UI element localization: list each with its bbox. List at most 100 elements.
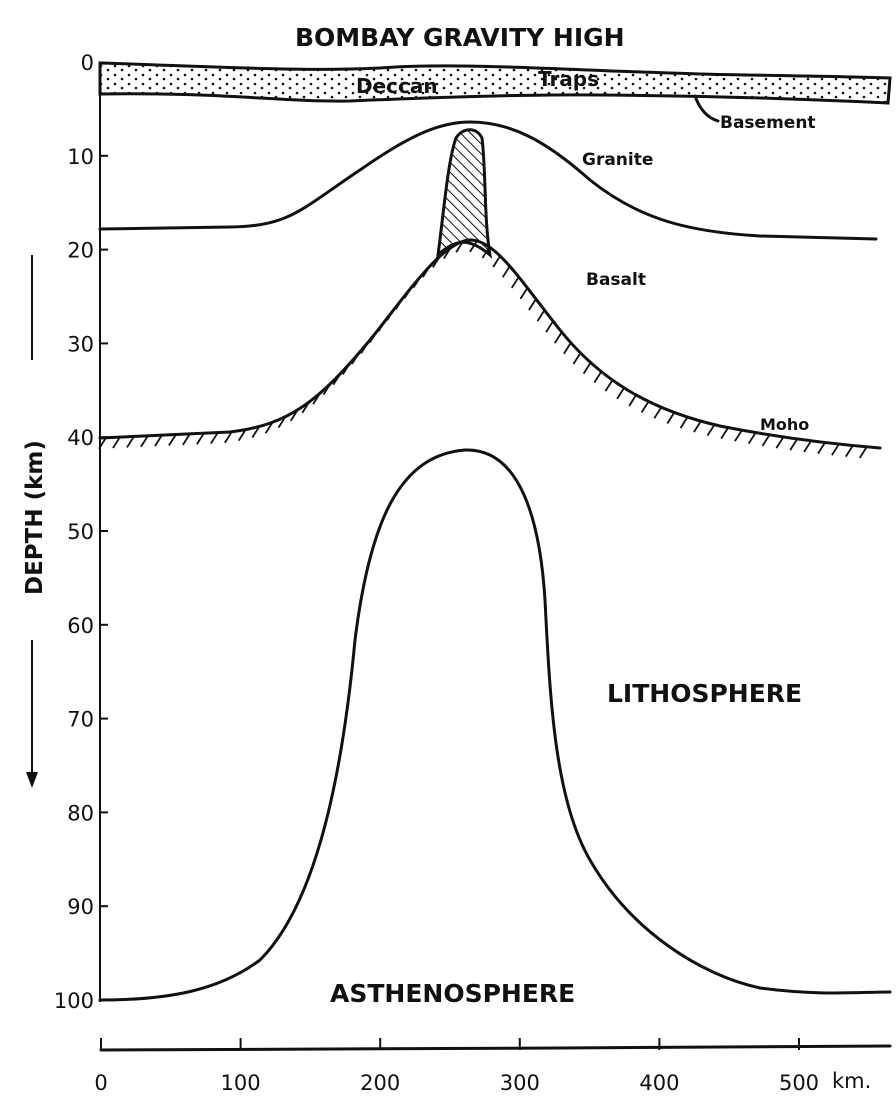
deccan-label: Deccan [356,74,438,98]
y-axis-ticks: 0 10 20 30 40 50 60 70 80 90 100 [54,51,108,1013]
x-tick-label: 300 [500,1071,540,1095]
basalt-label: Basalt [586,270,646,290]
moho-hatch-tick [653,406,663,419]
moho-hatch-tick [342,362,351,375]
moho-hatch-marks [98,240,868,459]
moho-hatch-tick [403,286,413,299]
moho-hatch-tick [360,341,369,354]
moho-hatch-tick [734,429,743,442]
moho-hatch-tick [432,255,441,268]
moho-hatch-tick [224,431,233,444]
moho-hatch-tick [519,287,529,300]
moho-hatch-tick [332,373,342,386]
moho-hatch-tick [706,424,716,437]
moho-hatch-tick [469,240,478,253]
y-tick-label: 10 [67,145,94,169]
moho-hatch-tick [301,401,311,414]
moho-hatch-tick [168,434,177,446]
moho-hatch-tick [553,331,563,344]
moho-hatch-tick [264,421,274,434]
moho-hatch-tick [277,416,287,429]
y-tick-label: 60 [67,614,94,638]
moho-hatch-tick [845,445,854,458]
asthenosphere-label: ASTHENOSPHERE [330,979,575,1008]
moho-hatch-tick [196,432,205,445]
y-tick-label: 90 [67,895,94,919]
moho-hatch-tick [775,436,785,449]
moho-hatch-tick [666,412,676,424]
x-tick-label: 200 [360,1071,400,1095]
moho-hatch-tick [831,443,840,456]
deccan-traps-layer [98,61,892,105]
moho-hatch-tick [563,342,572,355]
moho-hatch-tick [351,352,360,365]
moho-hatch-tick [803,440,812,453]
moho-hatch-tick [628,394,637,407]
x-tick-label: 0 [94,1071,107,1095]
moho-hatch-tick [720,427,729,440]
moho-hatch-tick [501,265,511,278]
y-tick-label: 100 [54,989,94,1013]
granite-basalt-boundary [98,120,878,241]
y-tick-label: 70 [67,708,94,732]
moho-hatch-tick [112,436,121,449]
x-axis-ticks: 0 100 200 300 400 500 [94,1038,819,1095]
moho-hatch-tick [140,435,149,448]
moho-label: Moho [760,415,809,434]
x-tick-label: 100 [221,1071,261,1095]
moho-hatch-tick [510,276,520,289]
moho-hatch-tick [412,276,422,289]
basement-label: Basement [720,113,816,133]
moho-hatch-tick [693,420,702,433]
depth-arrow-head-icon [26,772,38,788]
moho-hatch-tick [455,240,464,253]
y-tick-label: 40 [67,426,94,450]
x-tick-label: 500 [779,1071,819,1095]
y-tick-label: 50 [67,520,94,544]
moho-hatch-tick [817,442,826,455]
lithosphere-asthenosphere-boundary [98,448,892,1002]
y-tick-label: 0 [81,51,94,75]
moho-hatch-tick [154,434,163,447]
moho-hatch-tick [481,246,491,259]
moho-hatch-tick [761,434,771,447]
moho-hatch-tick [572,352,582,365]
moho-hatch-tick [593,371,603,384]
moho-hatch-tick [604,379,614,392]
y-axis-label: DEPTH (km) [22,440,48,595]
intrusion-body [435,128,493,259]
granite-label: Granite [582,150,653,170]
moho-hatch-tick [640,400,650,413]
x-tick-label: 400 [639,1071,679,1095]
moho-hatch-tick [582,362,592,375]
moho-hatch-tick [126,435,135,448]
moho-hatch-tick [528,298,537,311]
x-axis-unit: km. [832,1069,871,1093]
moho-hatch-tick [789,438,798,451]
y-tick-label: 30 [67,332,94,356]
moho-hatch-tick [442,247,452,260]
x-axis-line [99,1044,892,1052]
moho-hatch-tick [377,319,387,332]
moho-hatch-tick [98,437,107,450]
moho-hatch-tick [369,330,378,343]
moho-hatch-tick [747,432,757,445]
moho-hatch-tick [237,429,247,442]
moho-hatch-tick [536,309,546,322]
moho-hatch-tick [545,320,554,333]
diagram-title: BOMBAY GRAVITY HIGH [295,23,625,52]
moho-hatch-tick [182,433,191,446]
moho-hatch-tick [322,383,332,396]
moho-hatch-tick [616,387,625,400]
y-tick-label: 80 [67,801,94,825]
moho-hatch-tick [386,308,395,321]
moho-hatch-tick [394,297,404,310]
moho-hatch-tick [210,432,219,445]
moho-hatch-tick [679,416,689,429]
lithosphere-label: LITHOSPHERE [607,679,802,708]
moho-hatch-tick [289,409,299,422]
traps-label: Traps [538,67,599,91]
moho-hatch-tick [858,446,868,459]
basement-pointer [693,94,720,123]
